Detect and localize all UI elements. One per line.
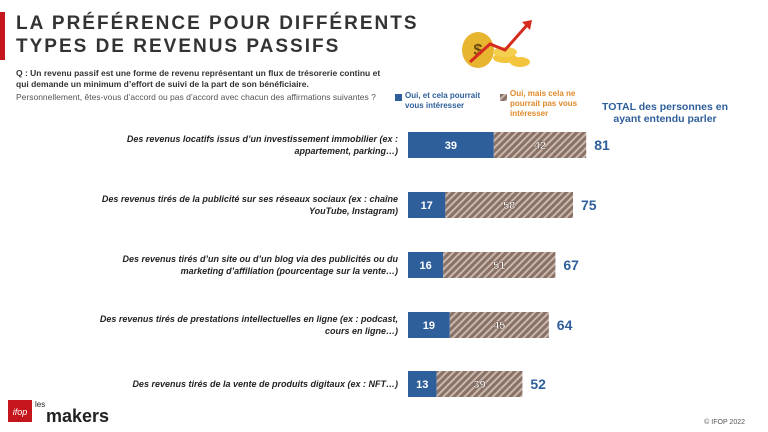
bar-segment <box>408 192 446 218</box>
subquestion: Personnellement, êtes-vous d’accord ou p… <box>16 92 376 102</box>
value-label: 42 <box>534 140 546 152</box>
category-label: Des revenus tirés de prestations intelle… <box>99 314 398 336</box>
svg-text:$: $ <box>474 42 483 59</box>
logo-text: makers <box>46 406 109 426</box>
legend-swatch <box>500 94 507 101</box>
bar-segment <box>493 132 587 158</box>
value-label: 39 <box>473 379 485 391</box>
value-label: 58 <box>503 200 515 212</box>
total-value: 75 <box>581 197 597 213</box>
total-label: TOTAL des personnes en ayant entendu par… <box>601 101 729 125</box>
chart-title: LA PRÉFÉRENCE POUR DIFFÉRENTS TYPES DE R… <box>16 13 419 57</box>
bar-segment <box>445 192 573 218</box>
value-label: 45 <box>493 320 505 332</box>
category-label: Des revenus locatifs issus d’un investis… <box>126 134 398 156</box>
total-value: 52 <box>530 376 546 392</box>
logo-text: ifop <box>13 407 28 417</box>
total-value: 81 <box>594 137 610 153</box>
legend-swatch <box>395 94 402 101</box>
bar-segment <box>443 252 556 278</box>
question: Q : Un revenu passif est une forme de re… <box>16 68 381 89</box>
bar-segment <box>449 312 549 338</box>
category-label: Des revenus tirés d’un site ou d’un blog… <box>122 254 398 276</box>
value-label: 17 <box>421 200 433 212</box>
bar-segment <box>408 371 437 397</box>
logo-text: les <box>35 400 45 409</box>
legend-label: Oui, mais cela ne pourrait pas vous inté… <box>510 89 578 118</box>
category-label: Des revenus tirés de la publicité sur se… <box>101 194 398 216</box>
footer: © IFOP 2022 <box>704 418 745 426</box>
bar-segment <box>408 312 450 338</box>
value-label: 51 <box>493 260 505 272</box>
bar-segment <box>436 371 523 397</box>
value-label: 13 <box>416 379 428 391</box>
total-value: 64 <box>557 317 573 333</box>
value-label: 16 <box>419 260 431 272</box>
bar-segment <box>408 132 494 158</box>
value-label: 39 <box>445 140 457 152</box>
money-icon: $ <box>462 20 532 68</box>
value-label: 19 <box>423 320 435 332</box>
bar-segment <box>408 252 444 278</box>
accent-bar <box>0 12 5 60</box>
legend-label: Oui, et cela pourrait vous intéresser <box>405 91 481 110</box>
logo-box <box>8 400 32 422</box>
total-value: 67 <box>563 257 579 273</box>
category-label: Des revenus tirés de la vente de produit… <box>132 379 398 389</box>
